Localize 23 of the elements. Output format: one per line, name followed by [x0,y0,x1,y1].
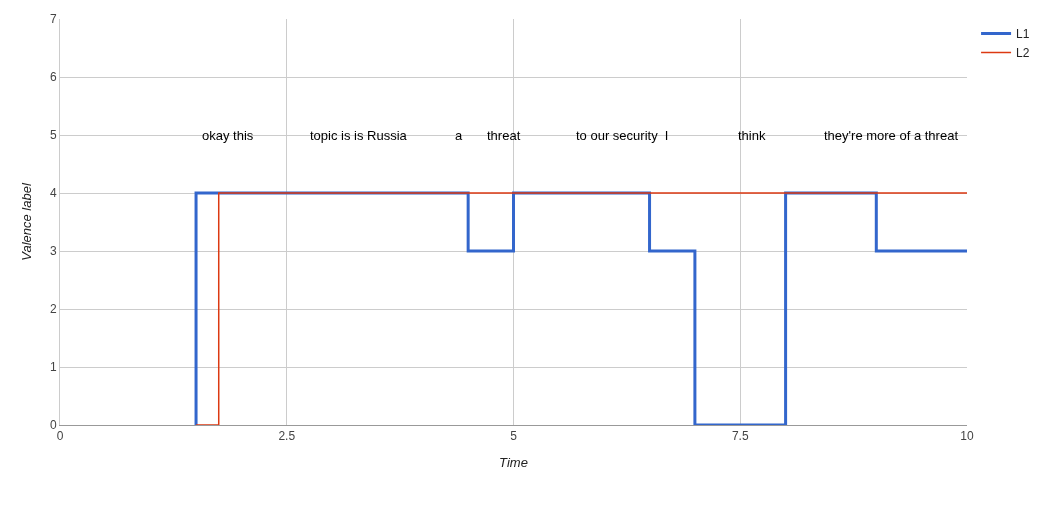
y-axis-title: Valence label [18,182,34,261]
x-tick-label: 2.5 [278,429,296,444]
x-tick-label: 10 [960,429,974,444]
y-tick-label: 6 [49,70,57,85]
annotation: okay this [202,128,254,143]
x-tick-label: 7.5 [731,429,749,444]
y-tick-label: 7 [49,12,57,27]
x-tick-label: 5 [510,429,518,444]
annotation: they're more of a threat [824,128,959,143]
annotation: to our security I [576,128,669,143]
annotation: a [455,128,463,143]
annotation: topic is is Russia [310,128,408,143]
y-tick-label: 0 [49,418,57,433]
y-tick-label: 4 [49,186,57,201]
y-tick-label: 3 [49,244,57,259]
annotation: threat [487,128,521,143]
annotation: think [738,128,766,143]
y-tick-label: 2 [49,302,57,317]
legend-label: L1 [1016,27,1030,42]
y-tick-label: 1 [49,360,57,375]
x-axis-title: Time [499,455,528,470]
y-tick-label: 5 [49,128,57,143]
legend-label: L2 [1016,46,1030,61]
